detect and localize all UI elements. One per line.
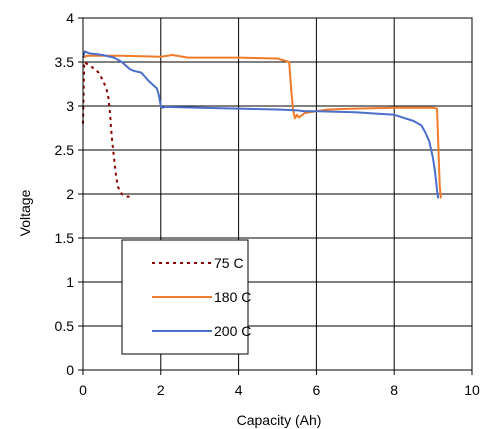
y-tick-label: 0 xyxy=(66,362,74,378)
x-tick-label: 4 xyxy=(235,382,243,398)
x-tick-label: 6 xyxy=(313,382,321,398)
legend-label: 75 C xyxy=(214,255,244,271)
y-tick-label: 1.5 xyxy=(55,230,75,246)
x-axis-title: Capacity (Ah) xyxy=(237,412,322,428)
y-tick-label: 0.5 xyxy=(55,318,75,334)
y-tick-label: 4 xyxy=(66,10,74,26)
series-line-180-c xyxy=(82,54,442,199)
series-line-200-c xyxy=(82,50,440,199)
series-group xyxy=(82,50,442,199)
y-tick-label: 2 xyxy=(66,186,74,202)
tick-labels: 0 2 4 6 8 10 0 0.5 1 1.5 2 2.5 3 3.5 4 xyxy=(55,10,480,398)
y-tick-label: 3 xyxy=(66,98,74,114)
y-axis-title: Voltage xyxy=(17,189,33,236)
legend: 75 C 180 C 200 C xyxy=(121,239,251,355)
x-tick-label: 0 xyxy=(79,382,87,398)
y-tick-label: 3.5 xyxy=(55,54,75,70)
legend-label: 180 C xyxy=(214,289,251,305)
y-tick-label: 2.5 xyxy=(55,142,75,158)
series-line-75-c xyxy=(82,61,130,198)
legend-label: 200 C xyxy=(214,323,251,339)
x-tick-label: 8 xyxy=(390,382,398,398)
x-tick-label: 2 xyxy=(157,382,165,398)
x-tick-label: 10 xyxy=(464,382,480,398)
y-tick-label: 1 xyxy=(66,274,74,290)
